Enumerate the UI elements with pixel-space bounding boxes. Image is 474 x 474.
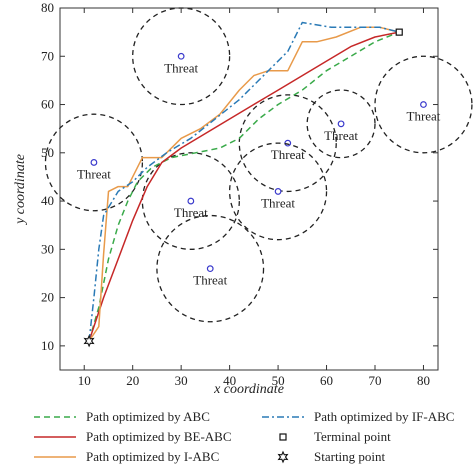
threat-circle xyxy=(141,152,240,250)
y-tick-label: 50 xyxy=(41,145,54,160)
x-tick-label: 80 xyxy=(417,373,430,388)
threat-label: Threat xyxy=(174,205,208,220)
starting-point-marker xyxy=(83,334,95,348)
x-tick-label: 30 xyxy=(175,373,188,388)
legend-label-3: Path optimized by I-ABC xyxy=(86,449,219,464)
path-series-4 xyxy=(88,21,400,342)
paths-layer xyxy=(88,21,400,342)
path-series-3 xyxy=(88,26,400,342)
axes-layer: 10 20 30 40 50 60 70 80 10 20 30 40 50 60 70 80 xyxy=(41,0,438,388)
threat-center-marker xyxy=(337,120,345,128)
threat-center-marker xyxy=(90,159,98,166)
x-tick-label: 70 xyxy=(369,373,382,388)
y-tick-label: 70 xyxy=(41,48,54,63)
legend-label-2: Path optimized by BE-ABC xyxy=(86,429,232,444)
threat-label: Threat xyxy=(193,273,227,288)
threat-circle xyxy=(228,142,328,241)
threat-center-marker xyxy=(420,101,427,108)
threat-label: Threat xyxy=(164,60,198,75)
legend-label-4: Path optimized by IF-ABC xyxy=(314,409,454,424)
star-shape xyxy=(277,450,289,464)
y-tick-label: 20 xyxy=(41,290,54,305)
path-series-1 xyxy=(88,31,400,342)
threat-circle xyxy=(156,214,265,323)
threat-center-marker xyxy=(187,197,195,205)
x-axis-label: x coordinate xyxy=(213,382,284,397)
threat-circle xyxy=(306,89,376,159)
legend-terminal-label: Terminal point xyxy=(314,429,391,444)
legend-starting-swatch xyxy=(277,450,289,464)
threats-layer: Threat Threat Threat Threat Threat Threat Thre… xyxy=(44,7,473,323)
x-tick-label: 50 xyxy=(272,373,285,388)
threat-center-marker xyxy=(274,188,282,195)
threat-label: Threat xyxy=(324,128,358,143)
threat-label: Threat xyxy=(271,147,305,162)
x-tick-label: 10 xyxy=(78,373,91,388)
threat-circle xyxy=(374,55,473,154)
legend: Path optimized by ABC Path optimized by B… xyxy=(34,409,454,464)
threat-circle xyxy=(238,94,337,193)
y-axis-label: y coordinate xyxy=(13,154,28,226)
x-tick-label: 40 xyxy=(223,373,236,388)
markers-layer xyxy=(83,28,403,348)
legend-label-1: Path optimized by ABC xyxy=(86,409,210,424)
threat-center-marker xyxy=(177,52,185,60)
threat-label: Threat xyxy=(261,195,295,210)
threat-label: Threat xyxy=(407,109,441,124)
plot-frame xyxy=(59,7,439,371)
y-tick-label: 60 xyxy=(41,97,54,112)
y-tick-label: 10 xyxy=(41,338,54,353)
y-tick-label: 40 xyxy=(41,193,54,208)
star-shape xyxy=(83,334,95,348)
terminal-point-marker xyxy=(395,28,403,36)
y-tick-label: 30 xyxy=(41,241,54,256)
threat-label: Threat xyxy=(77,166,111,181)
threat-center-marker xyxy=(206,265,214,273)
x-tick-label: 60 xyxy=(320,373,333,388)
legend-terminal-swatch xyxy=(279,433,287,441)
path-series-2 xyxy=(88,31,400,342)
y-tick-label: 80 xyxy=(41,0,54,15)
legend-starting-label: Starting point xyxy=(314,449,386,464)
threat-circle xyxy=(44,113,144,212)
x-tick-label: 20 xyxy=(126,373,139,388)
